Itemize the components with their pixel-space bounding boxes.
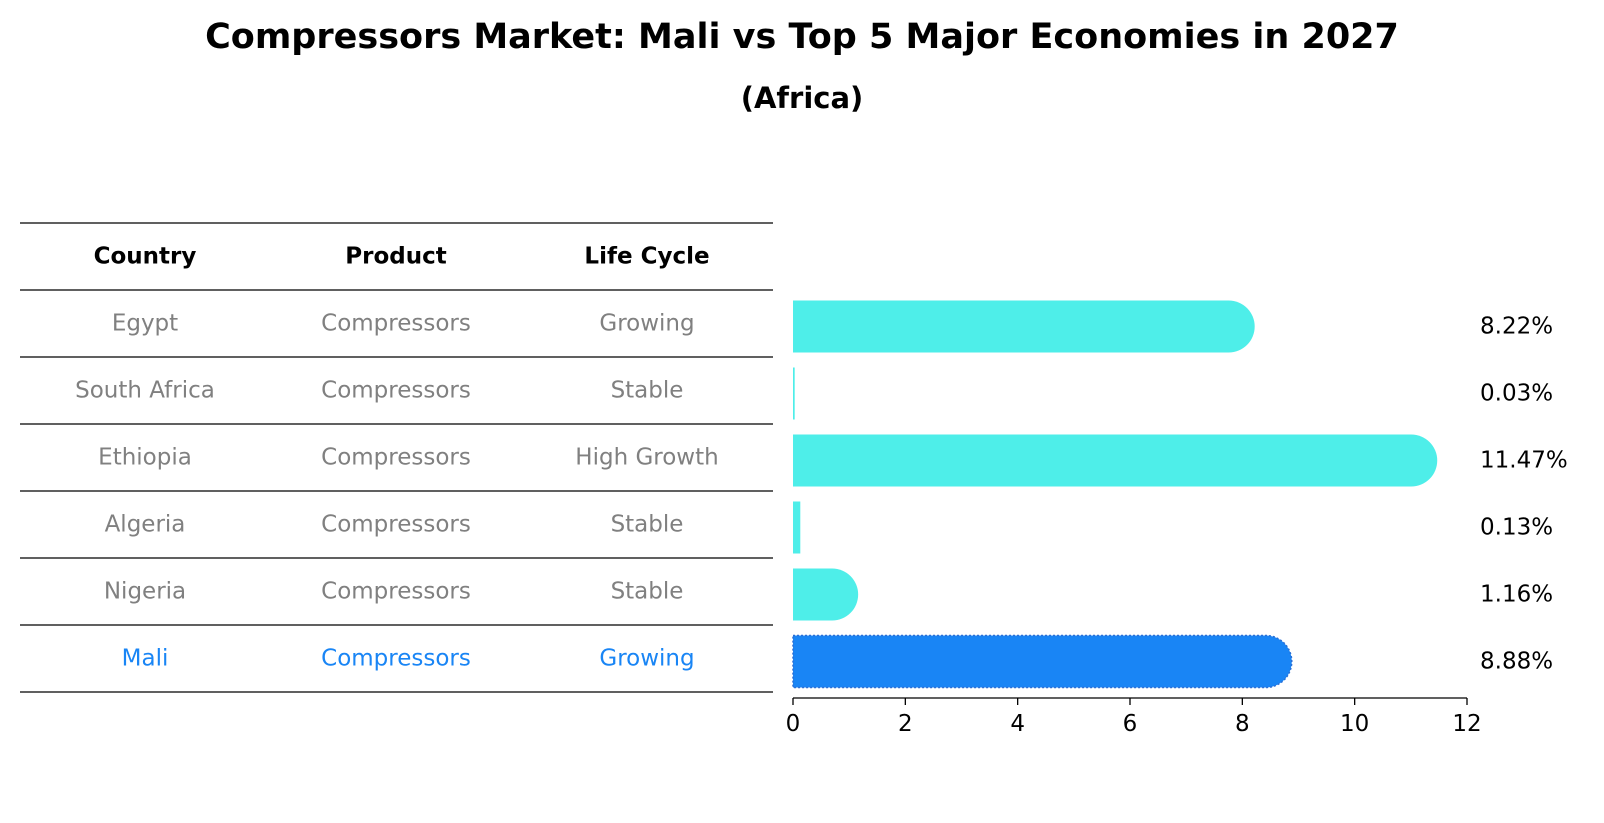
table-cell-country: South Africa	[75, 378, 215, 404]
bar-value-label: 8.22%	[1480, 314, 1553, 340]
table-row: South Africa Compressors Stable	[75, 378, 683, 404]
table-cell-product: Compressors	[321, 512, 471, 538]
table-cell-product: Compressors	[321, 445, 471, 471]
bar-value-label: 11.47%	[1480, 448, 1568, 474]
table-cell-life-cycle: Stable	[611, 378, 684, 404]
x-tick-label: 6	[1123, 711, 1138, 737]
table-header: Product	[345, 244, 446, 270]
table-cell-life-cycle: Stable	[611, 579, 684, 605]
table-cell-life-cycle: Growing	[599, 646, 694, 672]
bar-mali	[792, 634, 1293, 689]
x-tick-label: 10	[1340, 711, 1369, 737]
x-tick-label: 8	[1235, 711, 1250, 737]
x-tick-label: 12	[1452, 711, 1481, 737]
bar-egypt	[793, 300, 1255, 353]
bar-value-label: 8.88%	[1480, 649, 1553, 675]
x-tick-label: 0	[786, 711, 801, 737]
bar-south-africa	[793, 367, 795, 420]
table-header: Life Cycle	[584, 244, 709, 270]
table-row: Mali Compressors Growing	[122, 646, 695, 672]
bar-algeria	[793, 501, 801, 554]
table-header: Country	[94, 244, 197, 270]
bar-ethiopia	[793, 434, 1438, 487]
table-cell-country: Egypt	[112, 311, 178, 337]
table-row: Ethiopia Compressors High Growth	[98, 445, 719, 471]
chart-subtitle: (Africa)	[740, 81, 864, 115]
table-cell-country: Ethiopia	[98, 445, 192, 471]
x-tick-label: 4	[1010, 711, 1025, 737]
table-row: Algeria Compressors Stable	[105, 512, 684, 538]
table-cell-country: Nigeria	[104, 579, 186, 605]
table-cell-product: Compressors	[321, 646, 471, 672]
chart-title: Compressors Market: Mali vs Top 5 Major …	[205, 17, 1399, 57]
bar-nigeria	[793, 568, 859, 621]
table-row: Egypt Compressors Growing	[112, 311, 695, 337]
table-cell-life-cycle: High Growth	[575, 445, 718, 471]
bar-chart: 8.22% 0.03% 11.47% 0.13% 1.16% 8.88%	[792, 300, 1568, 689]
table-cell-life-cycle: Growing	[599, 311, 694, 337]
x-axis: 0 2 4 6 8 10 12	[786, 697, 1482, 737]
bar-value-label: 1.16%	[1480, 582, 1553, 608]
bar-value-label: 0.13%	[1480, 515, 1553, 541]
x-tick-label: 2	[898, 711, 913, 737]
table-cell-product: Compressors	[321, 579, 471, 605]
bar-value-label: 0.03%	[1480, 381, 1553, 407]
table-cell-country: Mali	[122, 646, 169, 672]
table-row: Nigeria Compressors Stable	[104, 579, 684, 605]
comparison-table: Country Product Life Cycle Egypt Compressors…	[20, 222, 773, 693]
table-cell-product: Compressors	[321, 311, 471, 337]
table-cell-product: Compressors	[321, 378, 471, 404]
table-cell-life-cycle: Stable	[611, 512, 684, 538]
table-cell-country: Algeria	[105, 512, 186, 538]
